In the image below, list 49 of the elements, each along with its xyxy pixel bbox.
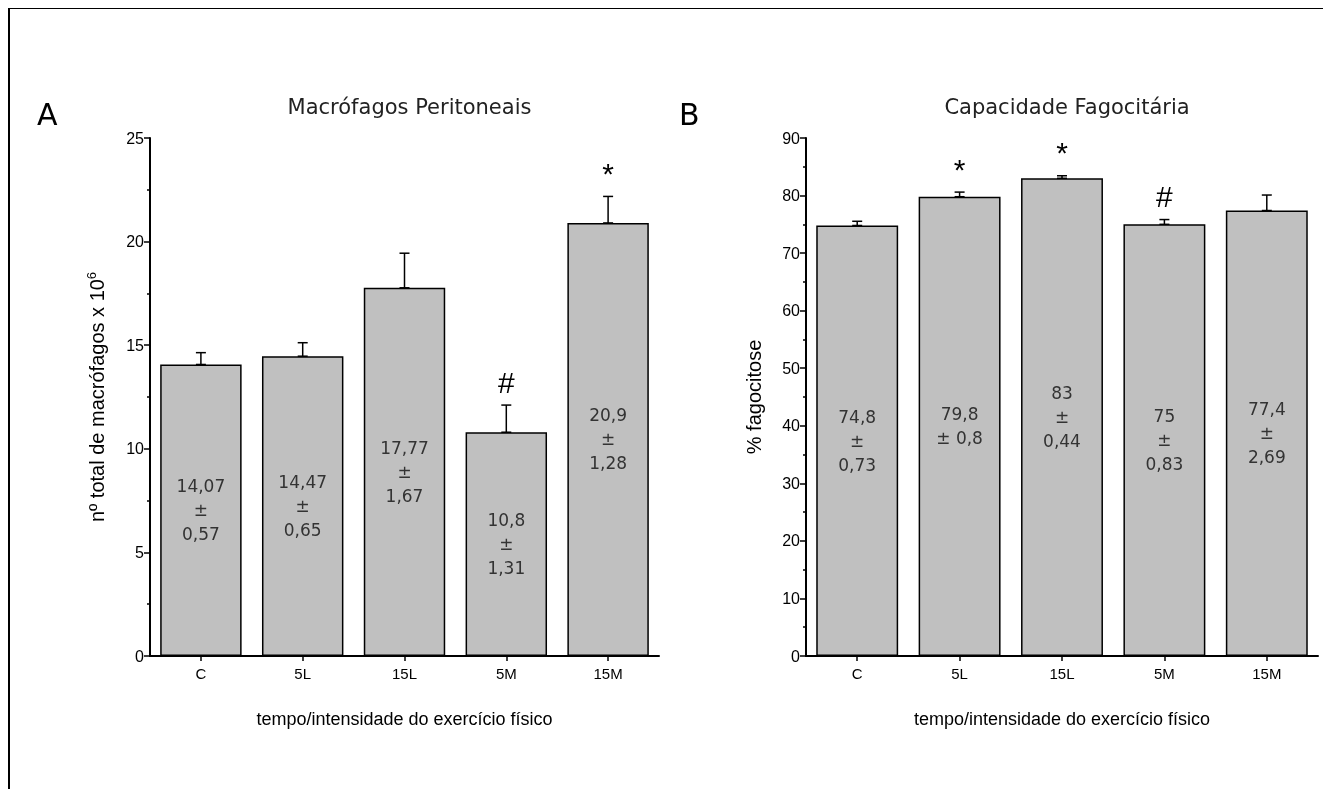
y-tick-label: 20 [126,233,145,251]
data-label: 77,4 ± 2,69 [1247,399,1286,468]
x-axis-title: tempo/intensidade do exercício físico [256,709,553,729]
annotation: # [497,365,515,399]
y-tick-label: 15 [126,336,145,354]
y-tick-label: 70 [782,244,801,262]
y-tick-label: 10 [126,440,145,458]
text: A [37,96,58,132]
data-label: 14,07 ± 0,57 [176,476,226,545]
x-tick-label: C [851,665,863,682]
data-label: 14,47 ± 0,65 [278,472,328,541]
y-tick-label: 20 [782,532,801,550]
x-tick-label: 5M [1153,665,1175,682]
y-tick-label: 60 [782,302,801,320]
data-label: 20,9 ± 1,28 [589,405,628,474]
annotation: * [1056,136,1069,170]
y-tick-label: 30 [782,474,801,492]
x-tick-label: C [195,665,207,682]
y-axis-title: % fagocitose [743,339,765,455]
y-tick-label: 90 [782,129,801,147]
x-tick-label: 15L [1049,665,1075,682]
x-tick-label: 15M [593,665,623,682]
x-tick-label: 15M [1252,665,1282,682]
x-tick-label: 5L [294,665,312,682]
data-label: 83 ± 0,44 [1043,383,1081,452]
data-label: 10,8 ± 1,31 [487,510,526,579]
text: B [679,96,700,132]
x-tick-label: 5L [951,665,968,682]
y-tick-label: 50 [782,359,801,377]
annotation: # [1156,180,1174,214]
y-tick-label: 40 [782,417,801,435]
data-label: 75 ± 0,83 [1145,406,1184,475]
data-label: 74,8 ± 0,73 [838,406,877,475]
y-tick-label: 25 [126,129,145,147]
annotation: * [602,156,615,190]
data-label: 79,8 ± 0,8 [936,404,983,449]
data-label: 17,77 ± 1,67 [380,437,429,506]
x-tick-label: 15L [391,665,418,682]
y-tick-label: 10 [782,589,801,607]
annotation: * [953,152,966,186]
chart-title: Capacidade Fagocitária [944,94,1190,119]
y-axis-title: nº total de macrófagos x 106 [84,271,108,523]
chart-title: Macrófagos Peritoneais [287,94,532,119]
y-tick-label: 0 [791,647,801,665]
x-axis-title: tempo/intensidade do exercício físico [913,709,1211,729]
x-tick-label: 5M [495,665,517,682]
y-tick-label: 0 [135,647,145,665]
y-tick-label: 80 [782,187,801,205]
y-tick-label: 5 [135,543,145,561]
